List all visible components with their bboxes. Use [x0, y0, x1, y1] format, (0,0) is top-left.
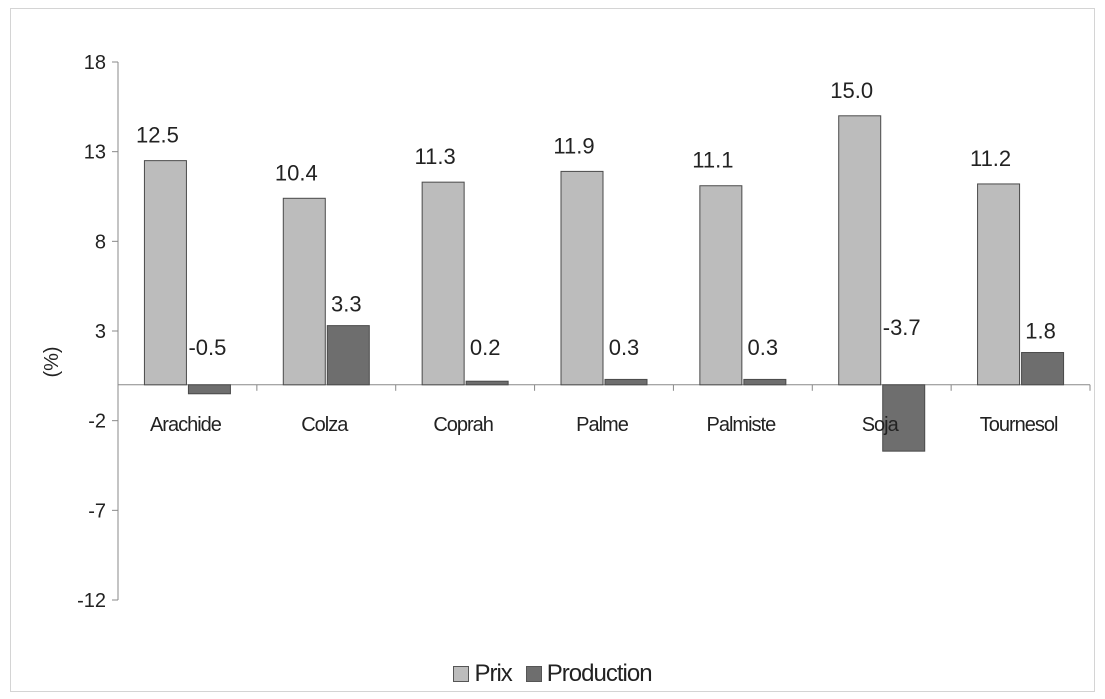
- bar-production-soja: [882, 384, 926, 452]
- data-label-prix-coprah: 11.3: [415, 144, 456, 169]
- data-label-production-arachide: -0.5: [188, 335, 226, 360]
- legend-swatch-prix: [453, 666, 470, 682]
- data-label-prix-palme: 11.9: [553, 133, 594, 158]
- data-label-prix-colza: 10.4: [275, 160, 318, 185]
- data-label-prix-soja: 15.0: [830, 78, 873, 103]
- x-tick-label: Palme: [576, 414, 629, 436]
- data-label-prix-arachide: 12.5: [136, 123, 179, 148]
- y-tick-label: -2: [88, 411, 106, 433]
- x-tick-label: Coprah: [433, 414, 493, 436]
- y-tick-label: 13: [84, 142, 106, 164]
- x-tick-label: Soja: [862, 414, 900, 436]
- legend: Prix Production: [0, 660, 1105, 688]
- data-label-production-colza: 3.3: [331, 292, 362, 317]
- legend-swatch-production: [525, 666, 542, 682]
- legend-label-prix: Prix: [474, 660, 512, 687]
- data-label-production-soja: -3.7: [883, 315, 921, 340]
- bars: [143, 115, 1065, 452]
- bar-prix-soja: [838, 115, 882, 386]
- bar-prix-colza: [282, 197, 326, 386]
- bar-production-tournesol: [1021, 352, 1065, 386]
- legend-item-prix: Prix: [453, 660, 513, 688]
- x-tick-label: Palmiste: [707, 414, 777, 436]
- bar-prix-tournesol: [977, 183, 1021, 386]
- data-label-production-palmiste: 0.3: [748, 335, 779, 360]
- y-tick-label: 8: [95, 231, 106, 253]
- bar-prix-palme: [560, 170, 604, 386]
- y-tick-label: -12: [77, 590, 106, 612]
- bar-prix-palmiste: [699, 185, 743, 386]
- legend-item-production: Production: [525, 660, 653, 688]
- data-label-prix-tournesol: 11.2: [970, 146, 1011, 171]
- legend-label-production: Production: [546, 660, 653, 687]
- x-tick-label: Tournesol: [980, 414, 1058, 436]
- data-label-production-tournesol: 1.8: [1025, 319, 1056, 344]
- bar-prix-arachide: [143, 160, 187, 386]
- bar-production-colza: [326, 325, 370, 386]
- x-tick-label: Colza: [301, 414, 349, 436]
- data-labels: 12.5 -0.5 Arachide 10.4 3.3 Colza 11.3 0.2 Copra…: [136, 78, 1059, 436]
- bar-production-palme: [604, 378, 648, 386]
- data-label-prix-palmiste: 11.1: [692, 148, 733, 173]
- data-label-production-coprah: 0.2: [470, 335, 501, 360]
- y-tick-label: -7: [88, 500, 106, 522]
- y-tick-label: 3: [95, 321, 106, 343]
- bar-production-palmiste: [743, 378, 787, 386]
- y-tick-label: 18: [84, 52, 106, 74]
- axes: 18 13 8 3 -2 -7 -12: [77, 52, 1091, 612]
- chart-frame: [10, 8, 1095, 692]
- bar-production-coprah: [465, 380, 509, 386]
- bar-production-arachide: [187, 384, 231, 395]
- data-label-production-palme: 0.3: [609, 335, 640, 360]
- x-tick-label: Arachide: [150, 414, 222, 436]
- bar-prix-coprah: [421, 181, 465, 386]
- y-axis-title: (%): [41, 346, 63, 377]
